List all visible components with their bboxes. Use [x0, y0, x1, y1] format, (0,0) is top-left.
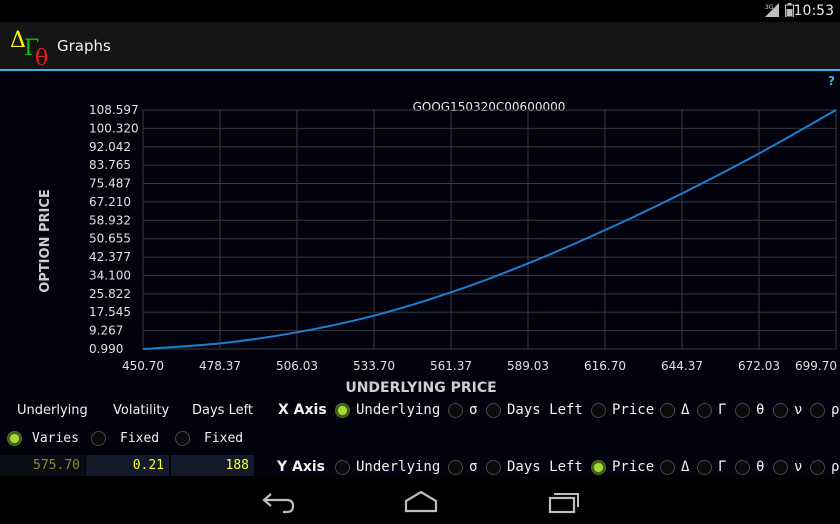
- navigation-bar: [0, 476, 840, 524]
- y-axis-title: Y Axis: [277, 459, 326, 475]
- x-axis-option-label: ν: [794, 402, 803, 418]
- x-axis-option-label: Price: [612, 402, 655, 418]
- controls-panel: Underlying Volatility Days Left Varies F…: [0, 398, 840, 478]
- status-time: 10:53: [793, 3, 834, 19]
- chart-xlabel: UNDERLYING PRICE: [345, 380, 496, 396]
- x-axis-radio-3[interactable]: [591, 403, 606, 418]
- app-logo: Δ Γ θ: [10, 28, 48, 67]
- y-tick-label: 9.267: [89, 324, 123, 338]
- x-axis-option-label: ρ: [831, 402, 840, 418]
- y-tick-label: 108.597: [89, 103, 139, 117]
- x-axis-radio-5[interactable]: [697, 403, 712, 418]
- volatility-fixed-radio[interactable]: [91, 431, 106, 446]
- days-left-header: Days Left: [192, 403, 254, 418]
- signal-icon: 3G: [765, 3, 779, 17]
- y-axis-option-label: ρ: [831, 459, 840, 475]
- action-bar-divider: [0, 69, 840, 71]
- x-axis-radio-7[interactable]: [773, 403, 788, 418]
- x-axis-option-label: Underlying: [356, 402, 441, 418]
- status-icons: 3G: [765, 3, 794, 17]
- y-axis-option-label: Days Left: [507, 459, 583, 475]
- y-axis-radio-5[interactable]: [697, 460, 712, 475]
- y-tick-label: 42.377: [89, 250, 131, 264]
- days-left-fixed-radio[interactable]: [175, 431, 190, 446]
- y-axis-option-label: ν: [794, 459, 803, 475]
- back-icon[interactable]: [259, 488, 299, 514]
- svg-text:Γ: Γ: [24, 36, 39, 61]
- status-bar: 3G 10:53: [0, 0, 840, 22]
- x-axis-radio-2[interactable]: [486, 403, 501, 418]
- days-left-value-field[interactable]: 188: [171, 455, 254, 478]
- y-tick-label: 75.487: [89, 177, 131, 191]
- recents-icon[interactable]: [544, 488, 584, 514]
- y-axis-option-label: Γ: [718, 459, 727, 475]
- y-tick-label: 25.822: [89, 287, 131, 301]
- y-axis-option-label: Underlying: [356, 459, 441, 475]
- y-axis-radio-3[interactable]: [591, 460, 606, 475]
- action-bar: Δ Γ θ Graphs: [0, 22, 840, 69]
- x-tick-label: 506.03: [276, 359, 318, 373]
- chart: GOOG150320C00600000 OPTION PRICE UNDERLY…: [38, 100, 837, 396]
- x-tick-label: 533.70: [353, 359, 395, 373]
- x-tick-label: 478.37: [199, 359, 241, 373]
- fixed-label-days-left: Fixed: [204, 431, 244, 446]
- y-axis-radio-6[interactable]: [735, 460, 750, 475]
- x-axis-radio-6[interactable]: [735, 403, 750, 418]
- y-axis-radio-0[interactable]: [335, 460, 350, 475]
- x-tick-label: 561.37: [430, 359, 472, 373]
- x-axis-radio-8[interactable]: [810, 403, 825, 418]
- x-tick-label: 450.70: [122, 359, 164, 373]
- underlying-header: Underlying: [17, 403, 88, 418]
- x-tick-label: 616.70: [584, 359, 626, 373]
- y-tick-label: 34.100: [89, 268, 131, 282]
- y-tick-label: 58.932: [89, 213, 131, 227]
- x-axis-option-label: θ: [756, 402, 765, 418]
- battery-icon: [785, 3, 794, 17]
- underlying-value-field[interactable]: 575.70: [0, 455, 85, 478]
- series-line-0: [142, 109, 837, 350]
- y-axis-radio-2[interactable]: [486, 460, 501, 475]
- x-axis-option-label: Γ: [718, 402, 727, 418]
- svg-text:3G: 3G: [765, 4, 774, 11]
- chart-ylabel: OPTION PRICE: [38, 189, 53, 293]
- x-tick-label: 644.37: [661, 359, 703, 373]
- varies-label: Varies: [32, 431, 79, 446]
- x-axis-radio-1[interactable]: [448, 403, 463, 418]
- x-axis-option-label: Δ: [681, 402, 690, 418]
- y-axis-radio-1[interactable]: [448, 460, 463, 475]
- help-icon[interactable]: ?: [828, 74, 835, 88]
- y-axis-radio-4[interactable]: [660, 460, 675, 475]
- y-axis-option-label: θ: [756, 459, 765, 475]
- app-title: Graphs: [57, 37, 111, 55]
- y-axis-radio-8[interactable]: [810, 460, 825, 475]
- y-tick-label: 17.545: [89, 305, 131, 319]
- y-axis-option-label: Δ: [681, 459, 690, 475]
- x-axis-option-label: σ: [469, 402, 478, 418]
- volatility-value-field[interactable]: 0.21: [86, 455, 169, 478]
- x-axis-option-label: Days Left: [507, 402, 583, 418]
- underlying-varies-radio[interactable]: [7, 431, 22, 446]
- chart-title: GOOG150320C00600000: [413, 100, 566, 114]
- x-tick-label: 699.70: [795, 359, 837, 373]
- fixed-label-volatility: Fixed: [120, 431, 160, 446]
- y-tick-label: 50.655: [89, 232, 131, 246]
- x-axis-title: X Axis: [278, 402, 327, 418]
- y-tick-label: 92.042: [89, 140, 131, 154]
- y-axis-option-label: Price: [612, 459, 655, 475]
- y-tick-label: 0.990: [89, 342, 123, 356]
- x-tick-label: 672.03: [738, 359, 780, 373]
- svg-text:θ: θ: [35, 46, 48, 67]
- home-icon[interactable]: [401, 488, 441, 514]
- y-tick-label: 67.210: [89, 195, 131, 209]
- y-tick-label: 83.765: [89, 158, 131, 172]
- x-axis-radio-0[interactable]: [335, 403, 350, 418]
- svg-text:Δ: Δ: [10, 28, 26, 53]
- volatility-header: Volatility: [113, 403, 170, 418]
- x-axis-radio-4[interactable]: [660, 403, 675, 418]
- y-axis-radio-7[interactable]: [773, 460, 788, 475]
- y-tick-label: 100.320: [89, 121, 139, 135]
- x-tick-label: 589.03: [507, 359, 549, 373]
- y-axis-option-label: σ: [469, 459, 478, 475]
